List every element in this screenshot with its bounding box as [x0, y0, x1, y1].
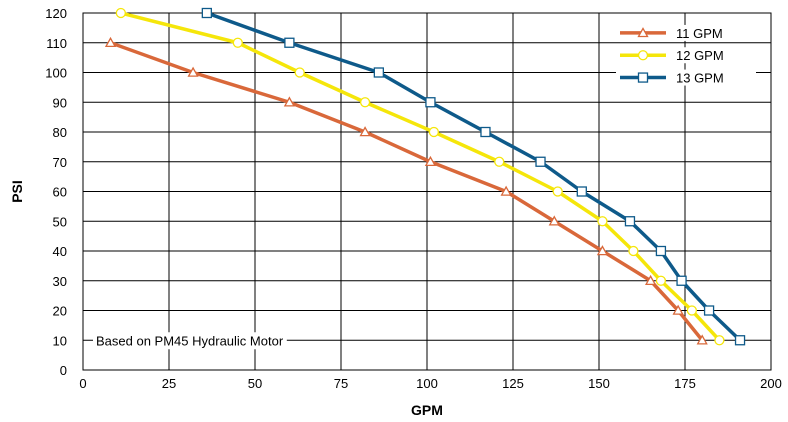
y-tick-label: 10	[53, 333, 67, 348]
data-point-11-gpm	[500, 185, 512, 196]
grid	[82, 12, 772, 371]
x-tick-label: 25	[162, 376, 176, 391]
y-tick-label: 30	[53, 274, 67, 289]
annotation-background	[93, 332, 287, 350]
data-point-12-gpm	[597, 216, 608, 227]
data-point-13-gpm	[373, 67, 384, 78]
legend-item-11-gpm: 11 GPM	[620, 26, 723, 41]
x-axis-ticks: 0 25 50 75 100 125 150 175 200	[79, 376, 781, 391]
data-point-13-gpm	[676, 275, 687, 286]
data-point-13-gpm	[425, 97, 436, 108]
data-point-12-gpm	[359, 97, 371, 108]
y-tick-label: 60	[53, 185, 67, 200]
data-point-11-gpm	[359, 126, 371, 137]
data-point-13-gpm	[734, 335, 746, 346]
data-point-12-gpm	[428, 126, 440, 138]
legend-label-13-gpm: 13 GPM	[676, 71, 724, 86]
y-axis-title: PSI	[9, 180, 25, 203]
y-tick-label: 70	[53, 155, 67, 170]
series-13-gpm	[201, 7, 746, 346]
data-point-12-gpm	[714, 335, 725, 346]
data-point-13-gpm	[535, 156, 546, 167]
x-tick-label: 100	[416, 376, 438, 391]
x-tick-label: 175	[674, 376, 696, 391]
data-point-13-gpm	[284, 37, 295, 48]
data-point-12-gpm	[655, 275, 667, 286]
data-point-12-gpm	[294, 67, 305, 78]
legend: 11 GPM 12 GPM 13 GPM	[616, 24, 756, 86]
data-point-13-gpm	[703, 305, 715, 316]
data-point-12-gpm	[628, 245, 639, 257]
data-point-11-gpm	[596, 245, 609, 256]
data-point-11-gpm	[283, 96, 296, 107]
x-tick-label: 150	[588, 376, 610, 391]
legend-item-13-gpm: 13 GPM	[620, 71, 724, 86]
y-tick-label: 20	[53, 304, 67, 319]
series-line-12-gpm	[120, 11, 721, 342]
y-axis-ticks: 0 10 20 30 40 50 60 70 80 90 100 110 120	[45, 6, 67, 378]
data-point-11-gpm	[424, 155, 437, 167]
data-point-12-gpm	[494, 156, 505, 167]
data-point-11-gpm	[696, 334, 708, 345]
y-tick-label: 100	[45, 66, 67, 81]
data-point-11-gpm	[644, 274, 657, 286]
y-tick-label: 90	[53, 95, 67, 110]
x-tick-label: 50	[248, 376, 262, 391]
data-point-12-gpm	[686, 305, 698, 316]
plot-frame	[82, 12, 772, 371]
data-point-13-gpm	[480, 126, 491, 138]
data-point-11-gpm	[548, 215, 560, 226]
y-tick-label: 110	[46, 36, 67, 51]
legend-item-12-gpm: 12 GPM	[620, 48, 724, 63]
y-tick-label: 40	[53, 244, 67, 259]
data-point-12-gpm	[115, 7, 126, 19]
annotation: Based on PM45 Hydraulic Motor	[93, 332, 287, 350]
data-point-13-gpm	[576, 186, 587, 197]
legend-marker-12-gpm	[637, 50, 649, 61]
legend-background	[616, 47, 756, 64]
legend-background	[616, 69, 756, 86]
y-tick-label: 0	[60, 363, 67, 378]
x-tick-label: 75	[334, 376, 348, 391]
y-tick-label: 80	[53, 125, 67, 140]
legend-background	[616, 24, 756, 41]
y-tick-label: 50	[53, 214, 67, 229]
data-point-11-gpm	[672, 304, 684, 315]
legend-marker-13-gpm	[637, 72, 649, 83]
series-group	[104, 7, 746, 346]
series-11-gpm	[104, 36, 708, 345]
x-axis-title: GPM	[411, 402, 443, 418]
data-point-13-gpm	[655, 245, 667, 257]
data-point-13-gpm	[201, 7, 212, 19]
annotation-text: Based on PM45 Hydraulic Motor	[96, 333, 284, 348]
data-point-11-gpm	[187, 66, 199, 77]
x-tick-label: 200	[760, 376, 782, 391]
data-point-13-gpm	[624, 216, 636, 227]
legend-label-11-gpm: 11 GPM	[676, 26, 723, 41]
legend-label-12-gpm: 12 GPM	[676, 48, 724, 63]
y-tick-label: 120	[45, 6, 67, 21]
data-point-12-gpm	[552, 186, 563, 197]
x-tick-label: 125	[502, 376, 524, 391]
data-point-11-gpm	[104, 36, 117, 47]
x-tick-label: 0	[79, 376, 86, 391]
data-point-12-gpm	[232, 37, 243, 48]
series-12-gpm	[115, 7, 725, 346]
legend-marker-11-gpm	[637, 27, 649, 38]
